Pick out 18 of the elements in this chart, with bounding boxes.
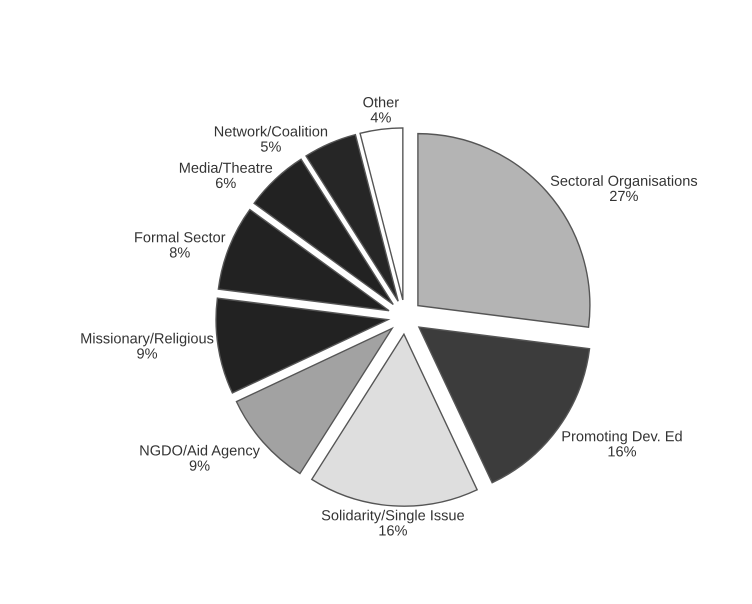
slice-label: Solidarity/Single Issue bbox=[322, 510, 464, 524]
slice-label: Media/Theatre bbox=[180, 162, 272, 173]
data-label: 9% bbox=[190, 460, 210, 471]
slice-label: Sectoral Organisations bbox=[550, 175, 698, 189]
slice-label: Network/Coalition bbox=[214, 126, 328, 137]
slice-label: Formal Sector bbox=[135, 232, 226, 242]
data-label: 16% bbox=[608, 446, 636, 457]
data-label: 6% bbox=[216, 178, 236, 188]
data-label: 9% bbox=[137, 348, 158, 359]
slice-label: Other bbox=[363, 96, 399, 108]
data-label: 8% bbox=[170, 247, 190, 258]
data-label: 4% bbox=[370, 112, 391, 122]
data-label: 16% bbox=[379, 525, 407, 536]
slice-label: Promoting Dev. Ed bbox=[562, 430, 682, 444]
slice-label: NGDO/Aid Agency bbox=[140, 444, 260, 458]
data-label: 27% bbox=[610, 190, 638, 202]
data-label: 5% bbox=[260, 141, 281, 152]
slice-label: Missionary/Religious bbox=[81, 332, 214, 346]
